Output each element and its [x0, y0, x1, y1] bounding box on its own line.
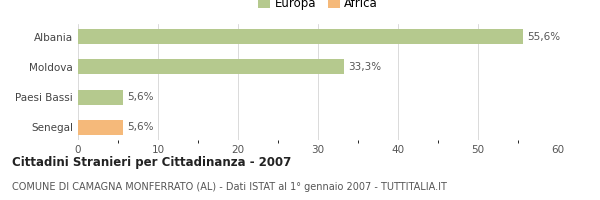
Text: COMUNE DI CAMAGNA MONFERRATO (AL) - Dati ISTAT al 1° gennaio 2007 - TUTTITALIA.I: COMUNE DI CAMAGNA MONFERRATO (AL) - Dati…	[12, 182, 447, 192]
Legend: Europa, Africa: Europa, Africa	[256, 0, 380, 12]
Text: Cittadini Stranieri per Cittadinanza - 2007: Cittadini Stranieri per Cittadinanza - 2…	[12, 156, 291, 169]
Bar	[78, 59, 344, 74]
Bar	[78, 120, 123, 135]
Text: 5,6%: 5,6%	[127, 122, 154, 132]
Bar	[78, 29, 523, 44]
Bar	[78, 90, 123, 105]
Text: 33,3%: 33,3%	[349, 62, 382, 72]
Text: 5,6%: 5,6%	[127, 92, 154, 102]
Text: 55,6%: 55,6%	[527, 32, 560, 42]
